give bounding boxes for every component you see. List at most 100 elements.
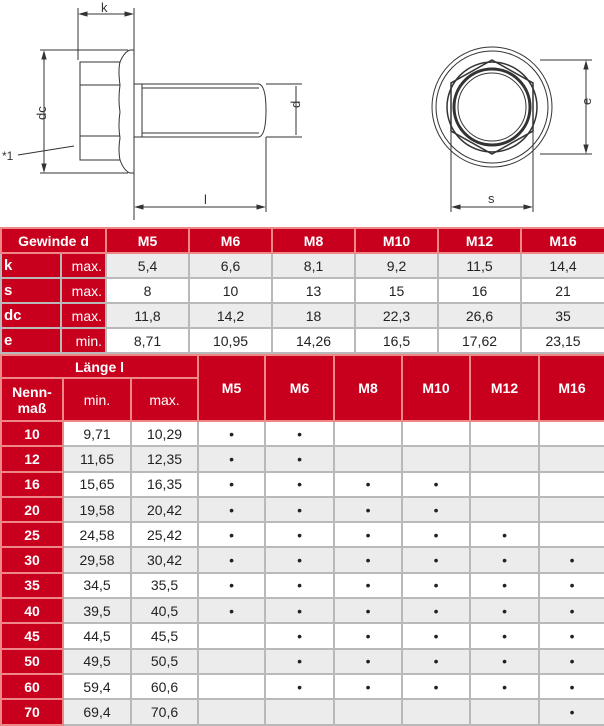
length-row: 25 24,58 25,42 • • • • • bbox=[0, 521, 604, 549]
available-marker: • bbox=[569, 602, 575, 619]
availability-cell: • bbox=[469, 672, 541, 701]
min-length: 29,58 bbox=[62, 546, 132, 574]
length-row: 10 9,71 10,29 • • bbox=[0, 419, 604, 448]
dimension-value: 22,3 bbox=[354, 302, 440, 329]
size-header: M10 bbox=[354, 227, 440, 254]
availability-cell: • bbox=[264, 419, 336, 448]
nominal-length: 35 bbox=[0, 571, 64, 600]
dimension-value: 15 bbox=[354, 277, 440, 304]
size-header: M10 bbox=[401, 354, 472, 422]
availability-cell bbox=[538, 419, 604, 448]
size-header: M12 bbox=[469, 354, 541, 422]
available-marker: • bbox=[297, 628, 302, 645]
dimension-value: 8 bbox=[105, 277, 191, 304]
max-length: 40,5 bbox=[129, 597, 200, 625]
available-marker: • bbox=[229, 450, 234, 467]
max-length: 25,42 bbox=[129, 521, 200, 549]
availability-cell bbox=[538, 521, 604, 549]
availability-cell: • bbox=[401, 470, 472, 498]
size-header: M16 bbox=[538, 354, 604, 422]
availability-cell: • bbox=[264, 521, 336, 549]
available-marker: • bbox=[365, 526, 371, 543]
availability-cell: • bbox=[264, 622, 336, 650]
availability-cell: • bbox=[401, 546, 472, 574]
availability-cell: • bbox=[264, 571, 336, 600]
length-row: 70 69,4 70,6 • bbox=[0, 698, 604, 726]
max-length: 35,5 bbox=[129, 571, 200, 600]
dimension-row: k max. 5,4 6,6 8,1 9,2 11,5 14,4 bbox=[0, 252, 604, 279]
availability-cell: • bbox=[197, 571, 267, 600]
max-header: max. bbox=[129, 377, 200, 422]
label-e: e bbox=[579, 98, 594, 105]
available-marker: • bbox=[433, 526, 439, 543]
available-marker: • bbox=[365, 653, 371, 670]
available-marker: • bbox=[229, 577, 234, 594]
availability-cell: • bbox=[264, 470, 336, 498]
available-marker: • bbox=[229, 476, 234, 493]
availability-cell: • bbox=[264, 672, 336, 701]
nominal-header: Nenn-maß bbox=[0, 377, 64, 422]
availability-cell: • bbox=[469, 546, 541, 574]
available-marker: • bbox=[365, 577, 371, 594]
nominal-length: 30 bbox=[0, 546, 64, 574]
nominal-length: 40 bbox=[0, 597, 64, 625]
available-marker: • bbox=[433, 501, 439, 518]
availability-cell: • bbox=[333, 521, 404, 549]
min-length: 15,65 bbox=[62, 470, 132, 498]
dimension-limit: min. bbox=[59, 327, 108, 354]
dimension-value: 6,6 bbox=[188, 252, 274, 279]
availability-cell: • bbox=[469, 571, 541, 600]
min-length: 9,71 bbox=[62, 419, 132, 448]
length-group-header: Länge l bbox=[0, 354, 200, 379]
available-marker: • bbox=[433, 602, 439, 619]
min-length: 44,5 bbox=[62, 622, 132, 650]
available-marker: • bbox=[229, 425, 234, 442]
dimension-value: 35 bbox=[520, 302, 604, 329]
dimension-value: 11,5 bbox=[437, 252, 523, 279]
available-marker: • bbox=[433, 552, 439, 569]
size-header: M6 bbox=[188, 227, 274, 254]
available-marker: • bbox=[297, 450, 302, 467]
available-marker: • bbox=[297, 501, 302, 518]
label-note: *1 bbox=[2, 149, 14, 163]
max-length: 45,5 bbox=[129, 622, 200, 650]
length-row: 35 34,5 35,5 • • • • • • bbox=[0, 571, 604, 600]
length-row: 45 44,5 45,5 • • • • • bbox=[0, 622, 604, 650]
length-header-row: Länge l M5 M6 M8 M10 M12 M16 bbox=[0, 354, 604, 422]
available-marker: • bbox=[433, 628, 439, 645]
dimension-value: 8,1 bbox=[271, 252, 357, 279]
label-s: s bbox=[488, 191, 495, 206]
length-row: 60 59,4 60,6 • • • • • bbox=[0, 672, 604, 701]
label-d: d bbox=[288, 101, 303, 108]
available-marker: • bbox=[569, 678, 575, 695]
available-marker: • bbox=[229, 602, 234, 619]
available-marker: • bbox=[297, 425, 302, 442]
dimensions-table: Gewinde d M5 M6 M8 M10 M12 M16 k max. 5,4 6… bbox=[0, 227, 604, 354]
available-marker: • bbox=[297, 526, 302, 543]
availability-cell bbox=[469, 470, 541, 498]
label-l: l bbox=[204, 192, 207, 207]
available-marker: • bbox=[502, 602, 507, 619]
available-marker: • bbox=[229, 552, 234, 569]
availability-cell bbox=[197, 698, 267, 726]
availability-cell: • bbox=[333, 571, 404, 600]
dimension-value: 14,26 bbox=[271, 327, 357, 354]
availability-cell: • bbox=[333, 672, 404, 701]
availability-cell: • bbox=[538, 597, 604, 625]
available-marker: • bbox=[433, 678, 439, 695]
availability-cell: • bbox=[538, 622, 604, 650]
length-table: Länge l M5 M6 M8 M10 M12 M16 Nenn-maß mi… bbox=[0, 354, 604, 726]
available-marker: • bbox=[502, 552, 507, 569]
availability-cell: • bbox=[197, 419, 267, 448]
min-length: 69,4 bbox=[62, 698, 132, 726]
available-marker: • bbox=[365, 678, 371, 695]
availability-cell: • bbox=[469, 622, 541, 650]
dimension-value: 10 bbox=[188, 277, 274, 304]
dimension-value: 8,71 bbox=[105, 327, 191, 354]
dimension-value: 16,5 bbox=[354, 327, 440, 354]
available-marker: • bbox=[365, 602, 371, 619]
max-length: 16,35 bbox=[129, 470, 200, 498]
max-length: 10,29 bbox=[129, 419, 200, 448]
dimension-value: 23,15 bbox=[520, 327, 604, 354]
nominal-length: 60 bbox=[0, 672, 64, 701]
